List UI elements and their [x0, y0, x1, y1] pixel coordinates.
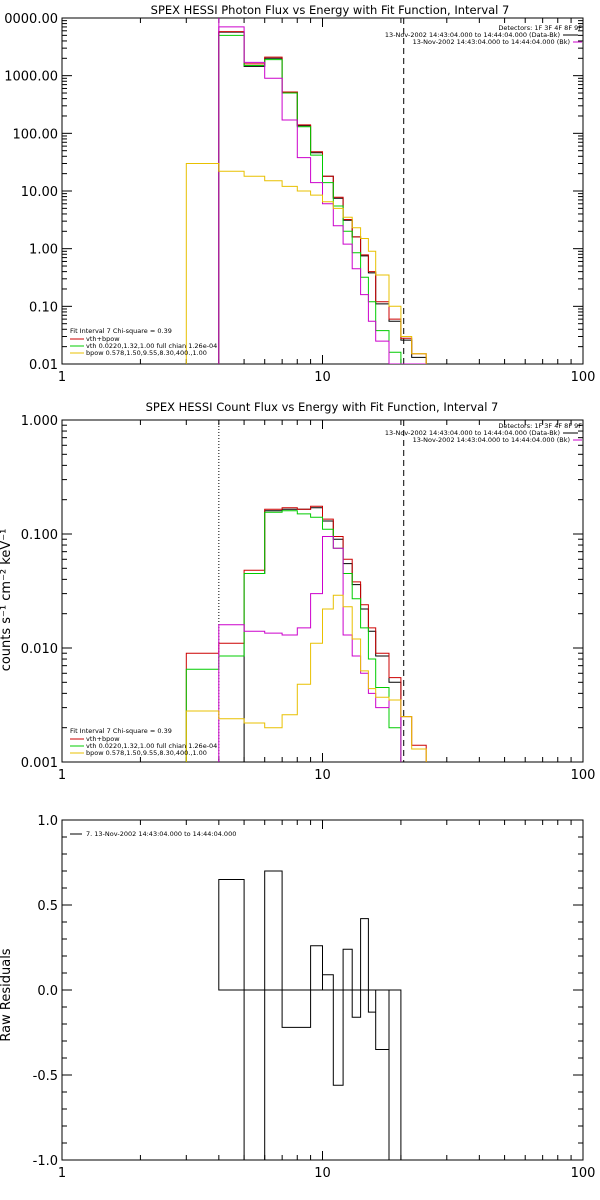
count-detectors-label: Detectors: 1F 3F 4F 8F 9F	[498, 422, 582, 430]
photon-x-tick-label: 1	[58, 370, 66, 385]
photon-flux-panel: SPEX HESSI Photon Flux vs Energy with Fi…	[4, 3, 595, 385]
residuals-y-tick-label: 0.5	[37, 899, 58, 914]
count-y-tick-label: 0.100	[21, 528, 58, 543]
count-info-block: Detectors: 1F 3F 4F 8F 9F 13-Nov-2002 14…	[385, 422, 582, 444]
photon-plot-area: 1 10 100 0.01 0.10 1.00 10.00 100.00 1000.00 0000…	[4, 12, 595, 385]
count-series-vth	[185, 510, 402, 762]
photon-series-component	[218, 26, 427, 364]
photon-panel-title: SPEX HESSI Photon Flux vs Energy with Fi…	[151, 3, 510, 17]
photon-x-tick-label: 100	[571, 370, 596, 385]
residuals-y-tick-label: -0.5	[33, 1069, 58, 1084]
photon-y-tick-label: 10.00	[21, 185, 58, 200]
photon-data-interval-label: 13-Nov-2002 14:43:04.000 to 14:44:04.000…	[385, 31, 560, 39]
photon-y-tick-label: 0.10	[29, 300, 58, 315]
residuals-y-tick-label: 0.0	[37, 984, 58, 999]
residuals-panel: Raw Residuals 1 10 100 -1.0 -0.5 0.0 0.5 1.0 7.…	[0, 814, 595, 1181]
photon-y-tick-label: 1000.00	[4, 70, 58, 85]
count-y-axis-label: counts s⁻¹ cm⁻² keV⁻¹	[0, 529, 14, 672]
count-x-tick-label: 10	[314, 768, 331, 783]
count-legend: Fit Interval 7 Chi-square = 0.39 vth+bpo…	[70, 727, 217, 757]
count-series-bpow	[185, 594, 427, 762]
count-legend-total: vth+bpow	[86, 735, 120, 743]
count-plot-area: 1 10 100 0.001 0.010 0.100 1.000	[21, 414, 596, 783]
photon-bk-interval-label: 13-Nov-2002 14:43:04.000 to 14:44:04.000…	[413, 38, 570, 46]
residuals-legend: 7. 13-Nov-2002 14:43:04.000 to 14:44:04.…	[70, 830, 236, 838]
photon-legend-bpow: bpow 0.578,1.50,9.55,8.30,400.,1.00	[86, 349, 207, 357]
residuals-y-tick-label: 1.0	[37, 814, 58, 829]
residuals-series-residuals	[218, 870, 402, 1160]
count-y-tick-label: 0.010	[21, 642, 58, 657]
residuals-x-tick-label: 100	[571, 1166, 596, 1181]
count-legend-vth: vth 0.0220,1.32,1.00 full chian 1.26e-04	[86, 742, 217, 750]
residuals-x-tick-label: 10	[314, 1166, 331, 1181]
residuals-x-tick-label: 1	[58, 1166, 66, 1181]
photon-y-tick-label: 0000.00	[4, 12, 58, 27]
residuals-legend-label: 7. 13-Nov-2002 14:43:04.000 to 14:44:04.…	[86, 830, 236, 838]
photon-y-tick-label: 1.00	[29, 243, 58, 258]
photon-y-tick-label: 0.01	[29, 358, 58, 373]
photon-info-block: Detectors: 1F 3F 4F 8F 9F 13-Nov-2002 14…	[385, 24, 582, 46]
count-series-total	[185, 505, 427, 762]
count-y-tick-label: 1.000	[21, 414, 58, 429]
photon-y-tick-label: 100.00	[13, 127, 59, 142]
count-data-interval-label: 13-Nov-2002 14:43:04.000 to 14:44:04.000…	[385, 429, 560, 437]
photon-detectors-label: Detectors: 1F 3F 4F 8F 9F	[498, 24, 582, 32]
count-x-tick-label: 100	[571, 768, 596, 783]
photon-legend-vth: vth 0.0220,1.32,1.00 full chian 1.26e-04	[86, 342, 217, 350]
residuals-plot-area: 1 10 100 -1.0 -0.5 0.0 0.5 1.0	[33, 814, 596, 1181]
count-panel-title: SPEX HESSI Count Flux vs Energy with Fit…	[146, 400, 499, 414]
photon-series-group	[185, 18, 427, 364]
photon-legend-title: Fit Interval 7 Chi-square = 0.39	[70, 327, 172, 335]
photon-legend-total: vth+bpow	[86, 335, 120, 343]
photon-series-vth	[218, 34, 427, 364]
count-legend-title: Fit Interval 7 Chi-square = 0.39	[70, 727, 172, 735]
count-legend-bpow: bpow 0.578,1.50,9.55,8.30,400.,1.00	[86, 749, 207, 757]
residuals-y-axis-label: Raw Residuals	[0, 948, 14, 1041]
count-y-tick-label: 0.001	[21, 756, 58, 771]
residuals-series-group	[218, 870, 402, 1160]
photon-x-tick-label: 10	[314, 370, 331, 385]
count-x-tick-label: 1	[58, 768, 66, 783]
count-bk-interval-label: 13-Nov-2002 14:43:04.000 to 14:44:04.000…	[413, 436, 570, 444]
count-flux-panel: SPEX HESSI Count Flux vs Energy with Fit…	[0, 400, 595, 783]
count-series-group	[185, 420, 427, 762]
photon-legend: Fit Interval 7 Chi-square = 0.39 vth+bpo…	[70, 327, 217, 357]
photon-series-bpow	[185, 163, 427, 364]
residuals-y-tick-label: -1.0	[33, 1154, 58, 1169]
